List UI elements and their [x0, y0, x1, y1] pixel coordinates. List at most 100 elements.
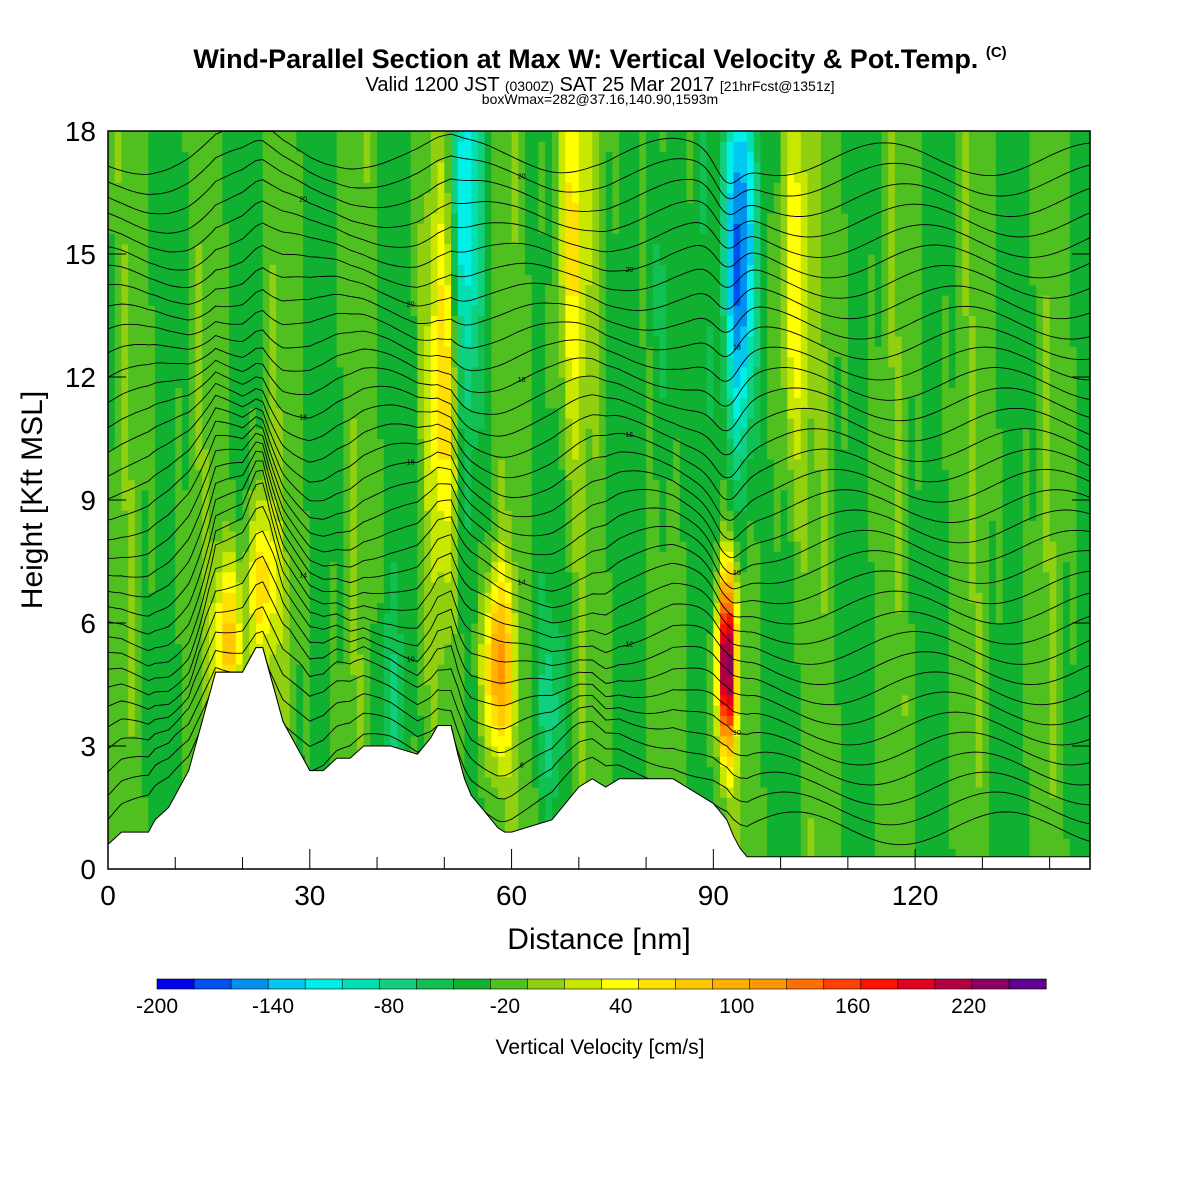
field-cell: [477, 705, 486, 716]
field-cell: [491, 377, 499, 388]
field-cell: [242, 233, 250, 245]
field-cell: [356, 643, 365, 655]
field-cell: [175, 530, 183, 542]
field-cell: [336, 233, 345, 245]
field-cell: [451, 530, 459, 542]
field-cell: [316, 489, 324, 501]
field-cell: [464, 407, 472, 419]
field-cell: [303, 243, 311, 255]
field-cell: [134, 633, 143, 645]
field-cell: [128, 141, 136, 153]
field-cell: [161, 336, 170, 347]
field-cell: [181, 612, 190, 624]
field-cell: [141, 274, 149, 286]
field-cell: [188, 479, 197, 491]
field-cell: [417, 387, 425, 399]
field-cell: [262, 551, 271, 563]
field-cell: [202, 653, 210, 665]
field-cell: [370, 664, 378, 675]
field-cell: [437, 715, 445, 727]
field-cell: [525, 469, 533, 481]
field-cell: [155, 182, 163, 194]
field-cell: [430, 653, 439, 665]
field-cell: [276, 623, 284, 634]
field-cell: [323, 530, 331, 542]
field-cell: [363, 377, 371, 388]
field-cell: [531, 315, 540, 327]
field-cell: [262, 295, 271, 306]
field-cell: [377, 223, 385, 235]
field-cell: [296, 305, 304, 317]
field-cell: [383, 182, 392, 194]
field-cell: [350, 428, 358, 440]
field-cell: [558, 295, 566, 306]
field-cell: [181, 571, 190, 583]
field-cell: [262, 418, 271, 429]
field-cell: [161, 223, 170, 235]
field-cell: [114, 541, 123, 552]
field-cell: [208, 264, 217, 276]
field-cell: [121, 172, 129, 183]
field-cell: [121, 131, 129, 142]
field-cell: [444, 161, 452, 173]
field-cell: [350, 612, 358, 624]
field-cell: [484, 746, 492, 757]
field-cell: [350, 131, 358, 142]
field-cell: [531, 746, 540, 757]
field-cell: [356, 428, 365, 440]
field-cell: [545, 141, 553, 153]
field-cell: [323, 582, 331, 593]
field-cell: [370, 274, 378, 286]
field-cell: [336, 633, 345, 645]
field-cell: [329, 684, 338, 696]
field-cell: [545, 418, 553, 429]
field-cell: [168, 325, 176, 337]
field-cell: [477, 694, 486, 706]
field-cell: [229, 151, 237, 163]
field-cell: [255, 284, 264, 296]
field-cell: [215, 592, 223, 604]
field-cell: [222, 346, 230, 358]
field-cell: [451, 397, 459, 409]
field-cell: [410, 500, 418, 511]
field-cell: [188, 274, 197, 286]
field-cell: [525, 694, 533, 706]
field-cell: [134, 192, 143, 204]
field-cell: [121, 715, 129, 727]
field-cell: [128, 131, 136, 142]
field-cell: [383, 469, 392, 481]
field-cell: [356, 387, 365, 399]
field-cell: [545, 469, 553, 481]
chart-subtitle: Valid 1200 JST (0300Z) SAT 25 Mar 2017 […: [0, 74, 1200, 97]
field-cell: [114, 561, 123, 573]
field-cell: [471, 561, 479, 573]
field-cell: [356, 510, 365, 522]
field-cell: [309, 602, 318, 614]
field-cell: [356, 500, 365, 511]
field-cell: [531, 325, 540, 337]
field-cell: [229, 561, 237, 573]
field-cell: [343, 735, 351, 747]
field-cell: [141, 725, 149, 737]
field-cell: [403, 397, 412, 409]
field-cell: [471, 684, 479, 696]
field-cell: [531, 274, 540, 286]
field-cell: [242, 182, 250, 194]
field-cell: [249, 520, 257, 532]
field-cell: [565, 418, 573, 429]
field-cell: [108, 151, 116, 163]
field-cell: [363, 664, 371, 675]
field-cell: [128, 428, 136, 440]
field-cell: [491, 479, 499, 491]
field-cell: [410, 274, 418, 286]
field-cell: [303, 305, 311, 317]
field-cell: [303, 141, 311, 153]
field-cell: [491, 489, 499, 501]
field-cell: [451, 407, 459, 419]
field-cell: [464, 254, 472, 265]
field-cell: [403, 438, 412, 450]
field-cell: [114, 623, 123, 634]
field-cell: [397, 684, 405, 696]
field-cell: [383, 653, 392, 665]
field-cell: [323, 213, 331, 224]
